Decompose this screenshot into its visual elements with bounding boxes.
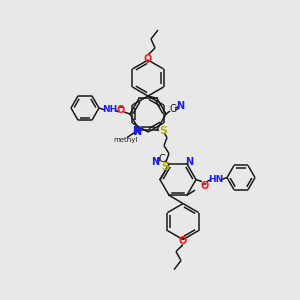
Text: N: N — [176, 101, 184, 111]
Text: C: C — [159, 154, 165, 164]
Text: S: S — [159, 126, 167, 136]
Text: N: N — [133, 127, 141, 136]
Text: HN: HN — [208, 175, 224, 184]
Text: C: C — [169, 104, 176, 114]
Text: O: O — [179, 236, 187, 246]
Text: O: O — [117, 105, 125, 115]
Text: O: O — [201, 181, 209, 190]
Text: S: S — [161, 162, 169, 172]
Text: NH: NH — [102, 106, 118, 115]
Text: N: N — [151, 157, 159, 167]
Text: O: O — [144, 54, 152, 64]
Text: methyl: methyl — [114, 136, 138, 142]
Text: N: N — [185, 157, 193, 167]
Text: N: N — [132, 126, 140, 136]
